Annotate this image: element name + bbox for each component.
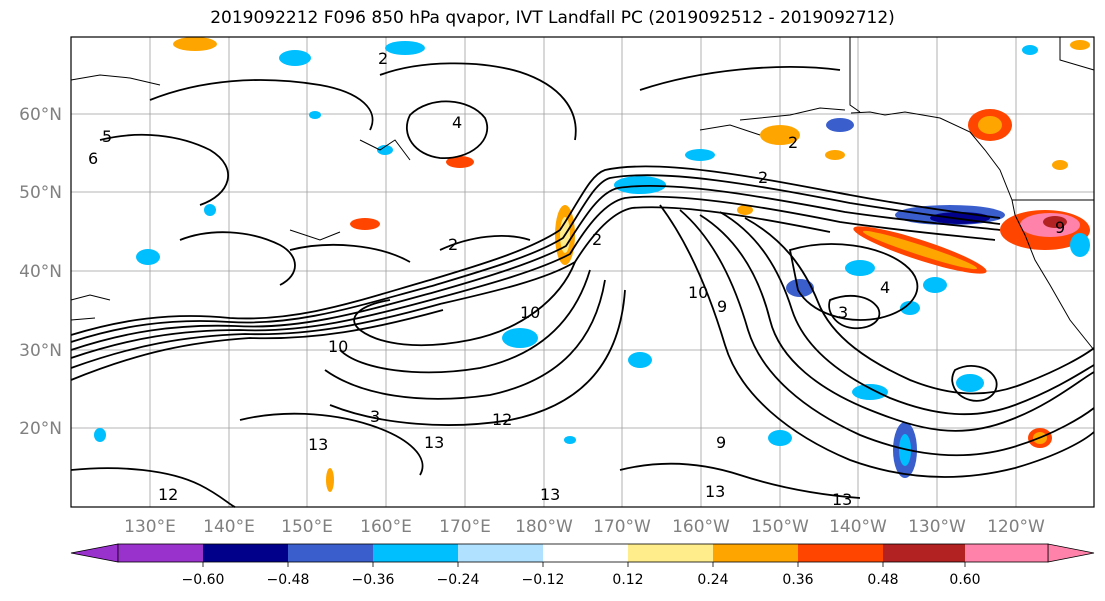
- contour-label: 3: [370, 407, 380, 426]
- lon-label: 140°W: [829, 517, 887, 537]
- contour-label: 10: [520, 303, 540, 322]
- colorbar-tick-label: −0.60: [182, 572, 225, 588]
- contour-label: 6: [88, 149, 98, 168]
- contour-label: 13: [705, 482, 725, 501]
- colorbar-tick-label: −0.36: [352, 572, 395, 588]
- colorbar-segment: [628, 544, 713, 562]
- contour-label: 3: [838, 303, 848, 322]
- colorbar-segment: [288, 544, 373, 562]
- lat-label: 40°N: [19, 262, 62, 282]
- contour-label: 13: [308, 435, 328, 454]
- contour-label: 2: [448, 235, 458, 254]
- colorbar-tick-label: −0.12: [522, 572, 565, 588]
- contour-labels: 2 5 6 4 2 2 2 2 10 9 4 3 10 12 13 13 13 …: [88, 49, 1065, 509]
- contour-label: 2: [758, 168, 768, 187]
- contour-label: 12: [492, 410, 512, 429]
- colorbar-segment: [798, 544, 883, 562]
- lat-label: 50°N: [19, 183, 62, 203]
- colorbar-extend-low: [70, 543, 119, 563]
- map-title: 2019092212 F096 850 hPa qvapor, IVT Land…: [210, 8, 895, 28]
- qvapor-shading: [94, 37, 1090, 492]
- lat-label: 20°N: [19, 419, 62, 439]
- ivt-contours: [70, 62, 1095, 508]
- colorbar-tick-label: −0.24: [437, 572, 480, 588]
- colorbar-ticks: [202, 562, 966, 567]
- colorbar-segment: [965, 544, 1048, 562]
- map-background: [71, 37, 1094, 507]
- contour-label: 4: [452, 113, 462, 132]
- colorbar-outline: [117, 543, 1049, 563]
- lon-label: 150°W: [751, 517, 809, 537]
- colorbar-segment: [543, 544, 628, 562]
- colorbar-segment: [203, 544, 288, 562]
- graticule: [71, 37, 1094, 507]
- contour-label: 13: [540, 485, 560, 504]
- colorbar-tick-label: 0.36: [782, 572, 813, 588]
- lon-label: 130°W: [908, 517, 966, 537]
- colorbar-tick-label: 0.24: [697, 572, 728, 588]
- colorbar-tick-label: 0.48: [867, 572, 898, 588]
- contour-label: 5: [102, 127, 112, 146]
- contour-label: 13: [424, 433, 444, 452]
- map-frame: [70, 36, 1095, 508]
- colorbar-segment: [373, 544, 458, 562]
- contour-label: 13: [832, 490, 852, 509]
- lon-label: 160°E: [360, 517, 412, 537]
- latitude-labels: 60°N 50°N 40°N 30°N 20°N: [19, 105, 62, 439]
- lon-label: 180°W: [515, 517, 573, 537]
- contour-label: 10: [688, 283, 708, 302]
- contour-label: 2: [788, 133, 798, 152]
- lon-label: 170°E: [439, 517, 491, 537]
- colorbar-segment: [883, 544, 965, 562]
- colorbar-tick-label: −0.48: [267, 572, 310, 588]
- colorbar-segment: [118, 544, 203, 562]
- contour-label: 2: [378, 49, 388, 68]
- lon-label: 170°W: [593, 517, 651, 537]
- colorbar: −0.60 −0.48 −0.36 −0.24 −0.12 0.12 0.24 …: [70, 543, 1095, 588]
- contour-label: 12: [158, 485, 178, 504]
- coastlines: [70, 37, 1095, 351]
- colorbar-extend-high: [1047, 543, 1095, 563]
- contour-label: 9: [716, 433, 726, 452]
- lon-label: 150°E: [281, 517, 333, 537]
- longitude-labels: 130°E 140°E 150°E 160°E 170°E 180°W 170°…: [124, 517, 1045, 537]
- contour-label: 2: [592, 230, 602, 249]
- lon-label: 140°E: [203, 517, 255, 537]
- colorbar-segment: [458, 544, 543, 562]
- lat-label: 30°N: [19, 341, 62, 361]
- lon-label: 120°W: [987, 517, 1045, 537]
- contour-label: 9: [1055, 218, 1065, 237]
- lon-label: 160°W: [672, 517, 730, 537]
- lon-label: 130°E: [124, 517, 176, 537]
- contour-label: 4: [880, 278, 890, 297]
- lat-label: 60°N: [19, 105, 62, 125]
- contour-label: 9: [717, 297, 727, 316]
- colorbar-segment: [713, 544, 798, 562]
- colorbar-tick-label: 0.60: [949, 572, 980, 588]
- contour-label: 10: [328, 337, 348, 356]
- colorbar-tick-label: 0.12: [612, 572, 643, 588]
